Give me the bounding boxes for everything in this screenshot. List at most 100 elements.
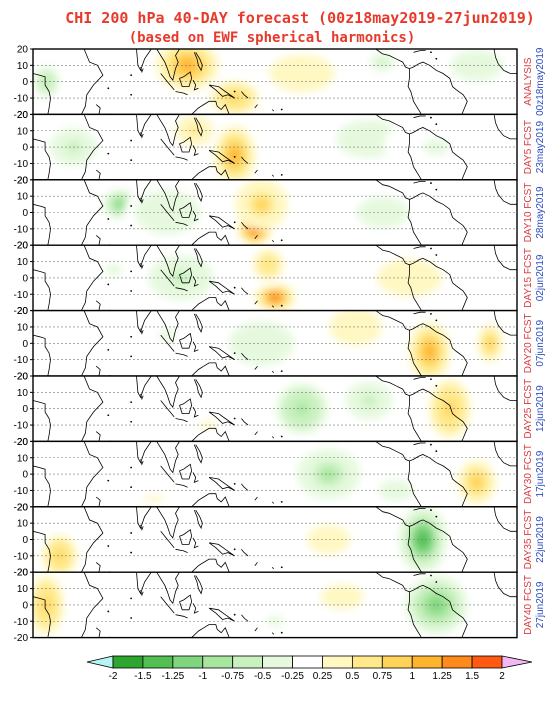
colorbar-tick-label: 0.75	[373, 671, 393, 682]
map-panel-9: 20 10 0 -10 -20 DAY40 FCST 27jun2019	[14, 568, 546, 644]
island-dot	[130, 290, 133, 292]
coastline	[407, 591, 422, 638]
island-dot	[107, 479, 110, 482]
coastline	[136, 506, 152, 530]
coastline	[179, 136, 193, 153]
y-tick-label: -20	[14, 241, 29, 252]
panel-label-top: DAY25 FCST	[523, 379, 534, 439]
map-panel-7: 20 10 0 -10 -20 DAY30 FCST 17jun2019	[14, 437, 546, 513]
island-dot	[430, 182, 432, 184]
coastline	[375, 376, 468, 442]
island-dot	[107, 545, 110, 547]
coastline	[186, 558, 230, 573]
coastline	[193, 248, 203, 268]
colorbar-box	[411, 655, 443, 669]
coastline	[140, 590, 144, 597]
anomaly-blob	[143, 495, 165, 502]
island-dot	[107, 87, 110, 90]
coastline	[95, 431, 101, 442]
coastline	[136, 310, 152, 333]
coastline	[375, 245, 468, 311]
coastline	[271, 109, 275, 112]
colorbar-box	[262, 655, 293, 669]
coastline	[81, 49, 104, 115]
coastline	[140, 328, 144, 335]
coastline	[413, 508, 426, 511]
coastline	[186, 297, 230, 311]
island-dot	[233, 352, 236, 355]
coastlines	[33, 572, 517, 638]
coastline	[241, 352, 249, 361]
coastline	[193, 509, 203, 530]
panel-label-bottom: 07jun2019	[535, 320, 546, 367]
colorbar-tick-label: 0.25	[313, 671, 333, 682]
island-dot	[280, 435, 283, 438]
colorbar-box	[112, 655, 144, 669]
y-tick-label: 0	[22, 339, 28, 350]
y-tick-label: -10	[14, 617, 29, 628]
coastline	[95, 627, 101, 638]
colorbar-tick-label: 1	[409, 671, 415, 682]
anomaly-blob	[361, 394, 377, 407]
y-tick-label: 0	[22, 600, 28, 611]
anomaly-field	[42, 506, 448, 573]
island-dot	[130, 466, 133, 469]
coastline	[179, 332, 193, 349]
island-dot	[130, 355, 133, 358]
coastline	[175, 418, 188, 423]
coastline	[95, 235, 101, 246]
coastlines	[33, 114, 517, 180]
panel-label-bottom: 00z18may2019	[535, 47, 546, 116]
island-dot	[233, 156, 236, 158]
coastline	[271, 567, 275, 570]
coastline	[160, 269, 175, 287]
island-dot	[233, 483, 236, 485]
island-dot	[233, 90, 236, 93]
anomaly-blob	[229, 147, 240, 163]
anomaly-blob	[387, 485, 405, 496]
y-tick-label: 0	[22, 208, 28, 219]
anomaly-blob	[358, 132, 381, 146]
coastline	[208, 542, 235, 557]
colorbar-box	[292, 655, 323, 669]
colorbar-box	[322, 655, 353, 669]
island-dot	[435, 450, 438, 453]
anomaly-blob	[104, 263, 123, 277]
coastline	[192, 276, 199, 287]
colorbar: -2 -1.5 -1.25 -1 -0.75 -0.5 -0.25 0.25 0.5 0.75 1 1…	[86, 655, 533, 682]
coastline	[375, 310, 468, 377]
coastline	[95, 365, 101, 377]
coastline	[413, 50, 426, 53]
coastline	[140, 263, 144, 270]
y-tick-label: 10	[17, 519, 29, 530]
coastline	[175, 91, 188, 96]
island-dot	[280, 304, 283, 307]
island-dot	[430, 574, 432, 577]
coastline	[254, 300, 258, 305]
coastline	[241, 287, 249, 295]
coastline	[175, 156, 188, 161]
coastline	[407, 199, 422, 246]
island-dot	[130, 551, 133, 554]
coastline	[33, 334, 51, 377]
colorbar-box	[471, 655, 503, 669]
coastline	[81, 114, 104, 180]
coastline	[156, 441, 180, 474]
colorbar-tick-label: 1.25	[432, 671, 452, 682]
island-dot	[130, 270, 133, 273]
coastline	[81, 441, 104, 507]
y-tick-label: -10	[14, 224, 29, 235]
coastline	[241, 418, 249, 426]
coastline	[156, 506, 180, 539]
y-tick-label: 20	[17, 437, 29, 448]
island-dot	[233, 417, 236, 420]
coastline	[140, 197, 144, 204]
anomaly-blob	[320, 467, 337, 481]
coastlines	[33, 245, 517, 311]
island-dot	[430, 378, 432, 381]
coastline	[254, 627, 258, 632]
y-tick-label: 20	[17, 175, 29, 186]
colorbar-tick-label: 2	[499, 671, 505, 682]
coastline	[136, 49, 152, 72]
coastline	[33, 465, 51, 507]
